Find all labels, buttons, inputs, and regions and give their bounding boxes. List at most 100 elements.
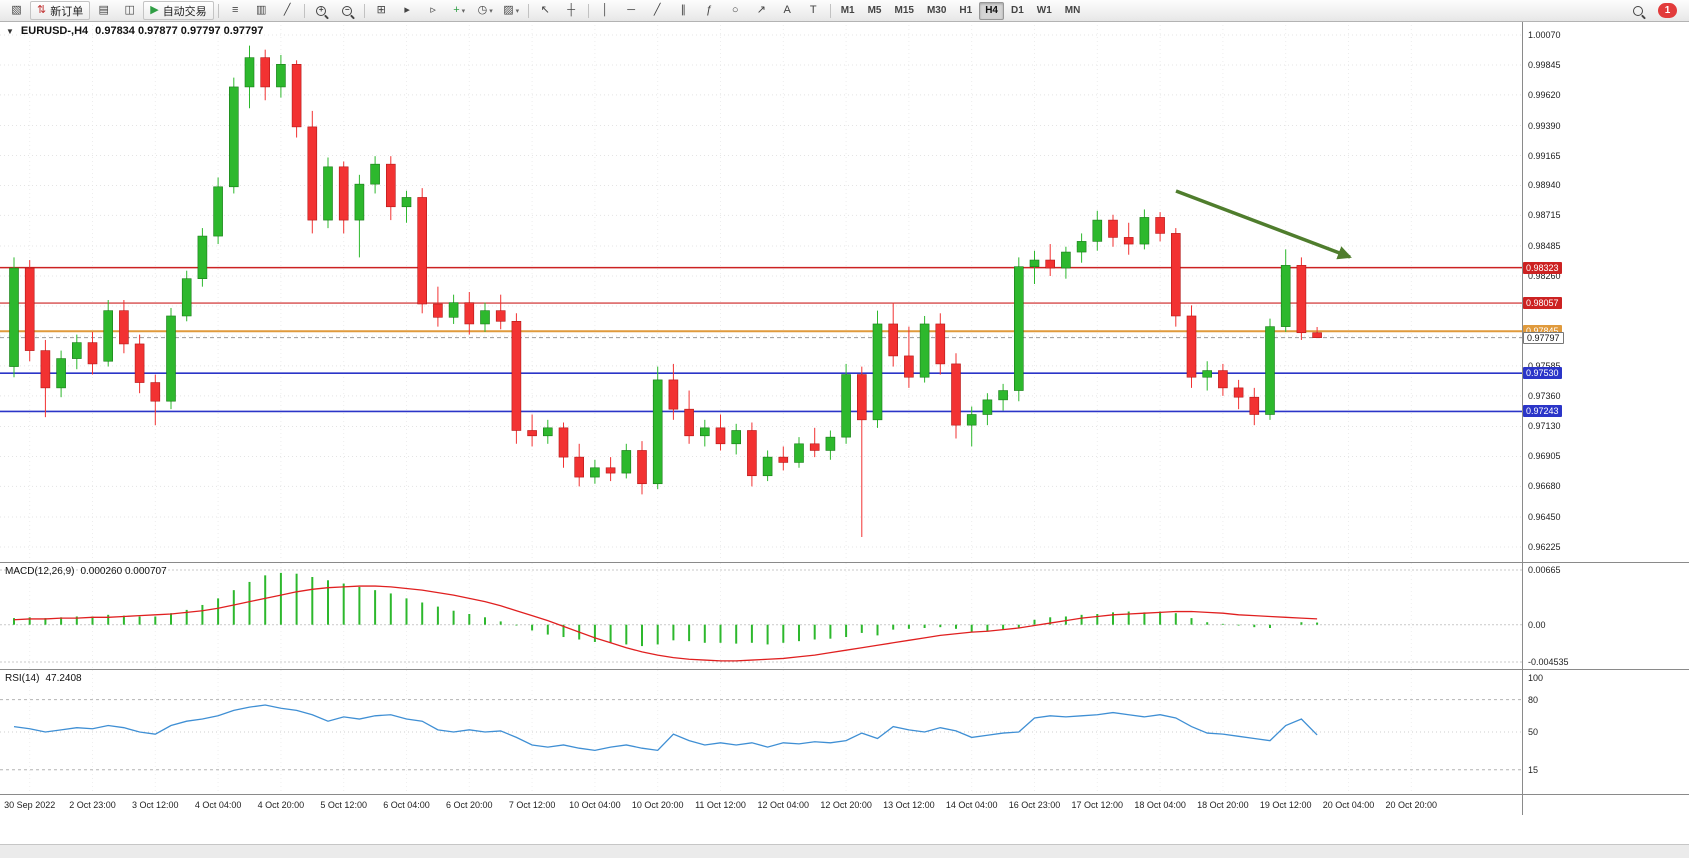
axis-tick-label: -0.004535 bbox=[1528, 657, 1569, 667]
text-label-icon: T bbox=[809, 4, 817, 16]
macd-values: 0.000260 0.000707 bbox=[80, 566, 167, 577]
periods-dropdown[interactable]: ▾ bbox=[489, 7, 493, 15]
axis-tick-label: 100 bbox=[1528, 673, 1544, 683]
axis-tick-label: 15 bbox=[1528, 764, 1539, 775]
time-label: 18 Oct 20:00 bbox=[1197, 800, 1249, 810]
axis-tick-label: 0.98940 bbox=[1528, 180, 1561, 191]
trendline-button[interactable]: ╱ bbox=[645, 1, 670, 20]
macd-canvas[interactable] bbox=[0, 563, 1522, 669]
new-order-button[interactable]: ⇅ 新订单 bbox=[30, 1, 91, 20]
chart-shift-button[interactable]: ▹ bbox=[421, 1, 446, 20]
rsi-axis[interactable]: 100 80 50 15 bbox=[1522, 670, 1689, 794]
new-order-icon: ⇅ bbox=[37, 4, 47, 16]
time-label: 6 Oct 20:00 bbox=[446, 800, 493, 810]
indicators-dropdown[interactable]: ▾ bbox=[461, 7, 466, 15]
auto-scroll-button[interactable]: ▸ bbox=[395, 1, 420, 20]
timeframe-h4-button[interactable]: H4 bbox=[979, 1, 1004, 20]
chart-shift-icon: ▹ bbox=[430, 4, 436, 16]
indicators-button[interactable]: + ▾ bbox=[447, 1, 472, 20]
macd-axis[interactable]: 0.00665 0.00 -0.004535 bbox=[1522, 563, 1689, 669]
timeframe-m5-button[interactable]: M5 bbox=[867, 5, 882, 16]
timeframe-m1-button[interactable]: M1 bbox=[840, 5, 855, 16]
price-badge: 0.98323 bbox=[1523, 261, 1562, 274]
toolbar-items: ▧ ⇅ 新订单 ▤ ◫ ▶ 自动交易 ≡ ▥ ╱ + − ⊞ ▸ ▹ + ▾ ◷ ▾ ▨ ▾ ↖ ┼ │ ─ ╱ ∥ ƒ ○ ↗ A T bbox=[4, 1, 834, 20]
zoom-in-icon: + bbox=[316, 5, 327, 16]
time-label: 20 Oct 04:00 bbox=[1322, 800, 1375, 810]
collapse-triangle-icon[interactable]: ▼ bbox=[6, 26, 14, 36]
market-watch-button[interactable]: ▤ bbox=[91, 1, 116, 20]
toolbar-separator bbox=[587, 3, 589, 18]
timeframe-m15-button[interactable]: M15 bbox=[894, 5, 914, 16]
autotrade-icon: ▶ bbox=[150, 4, 159, 16]
axis-tick-label: 0.98715 bbox=[1528, 210, 1561, 221]
axis-border bbox=[1522, 21, 1523, 815]
line-chart-icon: ╱ bbox=[283, 4, 291, 16]
data-window-button[interactable]: ◫ bbox=[117, 1, 142, 20]
zoom-in-button[interactable]: + bbox=[309, 1, 334, 20]
candlestick-chart-button[interactable]: ▥ bbox=[249, 1, 274, 20]
horizontal-line-button[interactable]: ─ bbox=[619, 1, 644, 20]
time-label: 10 Oct 04:00 bbox=[569, 800, 621, 810]
axis-tick-label: 0.96450 bbox=[1528, 512, 1561, 523]
rsi-label: RSI(14) 47.2408 bbox=[5, 673, 82, 684]
rsi-canvas[interactable] bbox=[0, 670, 1522, 794]
zoom-out-button[interactable]: − bbox=[335, 1, 360, 20]
periods-button[interactable]: ◷ ▾ bbox=[473, 1, 498, 20]
time-axis[interactable]: 30 Sep 2022 2 Oct 23:00 3 Oct 12:00 4 Oct 0… bbox=[0, 794, 1689, 817]
time-label: 3 Oct 12:00 bbox=[132, 800, 179, 810]
autotrade-label: 自动交易 bbox=[162, 5, 207, 18]
price-axis[interactable]: 1.00070 0.99845 0.99620 0.99390 0.99165 0.989… bbox=[1522, 21, 1689, 561]
autotrade-button[interactable]: ▶ 自动交易 bbox=[143, 1, 214, 20]
new-chart-button[interactable]: ▧ bbox=[4, 1, 29, 20]
timeframe-w1-button[interactable]: W1 bbox=[1036, 5, 1052, 16]
time-label: 20 Oct 20:00 bbox=[1385, 800, 1438, 810]
chart-window: ▼ EURUSD-,H4 0.97834 0.97877 0.97797 0.9… bbox=[0, 21, 1689, 858]
shapes-button[interactable]: ○ bbox=[723, 1, 748, 20]
rsi-value: 47.2408 bbox=[45, 673, 82, 684]
timeframe-m30-button[interactable]: M30 bbox=[926, 5, 947, 16]
vertical-line-icon: │ bbox=[601, 4, 609, 16]
price-badge: 0.98057 bbox=[1523, 297, 1562, 310]
timeframe-h1-button[interactable]: H1 bbox=[959, 5, 973, 16]
macd-name: MACD(12,26,9) bbox=[5, 566, 75, 577]
axis-tick-label: 0.97130 bbox=[1528, 421, 1561, 432]
toolbar-separator bbox=[303, 3, 305, 18]
crosshair-button[interactable]: ┼ bbox=[559, 1, 584, 20]
time-label: 4 Oct 20:00 bbox=[257, 800, 305, 810]
search-button[interactable] bbox=[1625, 1, 1650, 20]
templates-dropdown[interactable]: ▾ bbox=[515, 7, 520, 15]
cursor-icon: ↖ bbox=[540, 4, 550, 16]
tile-windows-button[interactable]: ⊞ bbox=[369, 1, 394, 20]
cursor-button[interactable]: ↖ bbox=[533, 1, 558, 20]
axis-tick-label: 0.96680 bbox=[1528, 481, 1561, 492]
fibonacci-button[interactable]: ƒ bbox=[697, 1, 722, 20]
notification-badge[interactable]: 1 bbox=[1658, 3, 1677, 18]
timeframe-mn-button[interactable]: MN bbox=[1064, 5, 1081, 16]
time-label: 19 Oct 12:00 bbox=[1259, 800, 1312, 810]
axis-tick-label: 1.00070 bbox=[1528, 30, 1561, 40]
time-label: 30 Sep 2022 bbox=[4, 800, 56, 810]
vertical-line-button[interactable]: │ bbox=[593, 1, 618, 20]
equidistant-channel-button[interactable]: ∥ bbox=[671, 1, 696, 20]
templates-button[interactable]: ▨ ▾ bbox=[499, 1, 524, 20]
time-label: 17 Oct 12:00 bbox=[1071, 800, 1124, 810]
bar-chart-button[interactable]: ≡ bbox=[223, 1, 248, 20]
time-label: 13 Oct 12:00 bbox=[883, 800, 935, 810]
shapes-icon: ○ bbox=[731, 4, 739, 16]
bar-chart-icon: ≡ bbox=[231, 4, 239, 16]
line-chart-button[interactable]: ╱ bbox=[275, 1, 300, 20]
templates-icon: ▨ bbox=[503, 4, 514, 16]
candlestick-chart-icon: ▥ bbox=[255, 4, 267, 16]
text-button[interactable]: A bbox=[775, 1, 800, 20]
arrows-tool-icon: ↗ bbox=[756, 4, 766, 16]
search-icon bbox=[1632, 5, 1643, 16]
time-label: 12 Oct 04:00 bbox=[757, 800, 810, 810]
arrows-tool-button[interactable]: ↗ bbox=[749, 1, 774, 20]
axis-tick-label: 0.97360 bbox=[1528, 390, 1561, 401]
auto-scroll-icon: ▸ bbox=[404, 4, 410, 16]
timeframe-d1-button[interactable]: D1 bbox=[1011, 5, 1024, 16]
text-label-button[interactable]: T bbox=[801, 1, 826, 20]
new-order-label: 新订单 bbox=[50, 5, 84, 18]
main-chart-canvas[interactable] bbox=[0, 21, 1522, 561]
